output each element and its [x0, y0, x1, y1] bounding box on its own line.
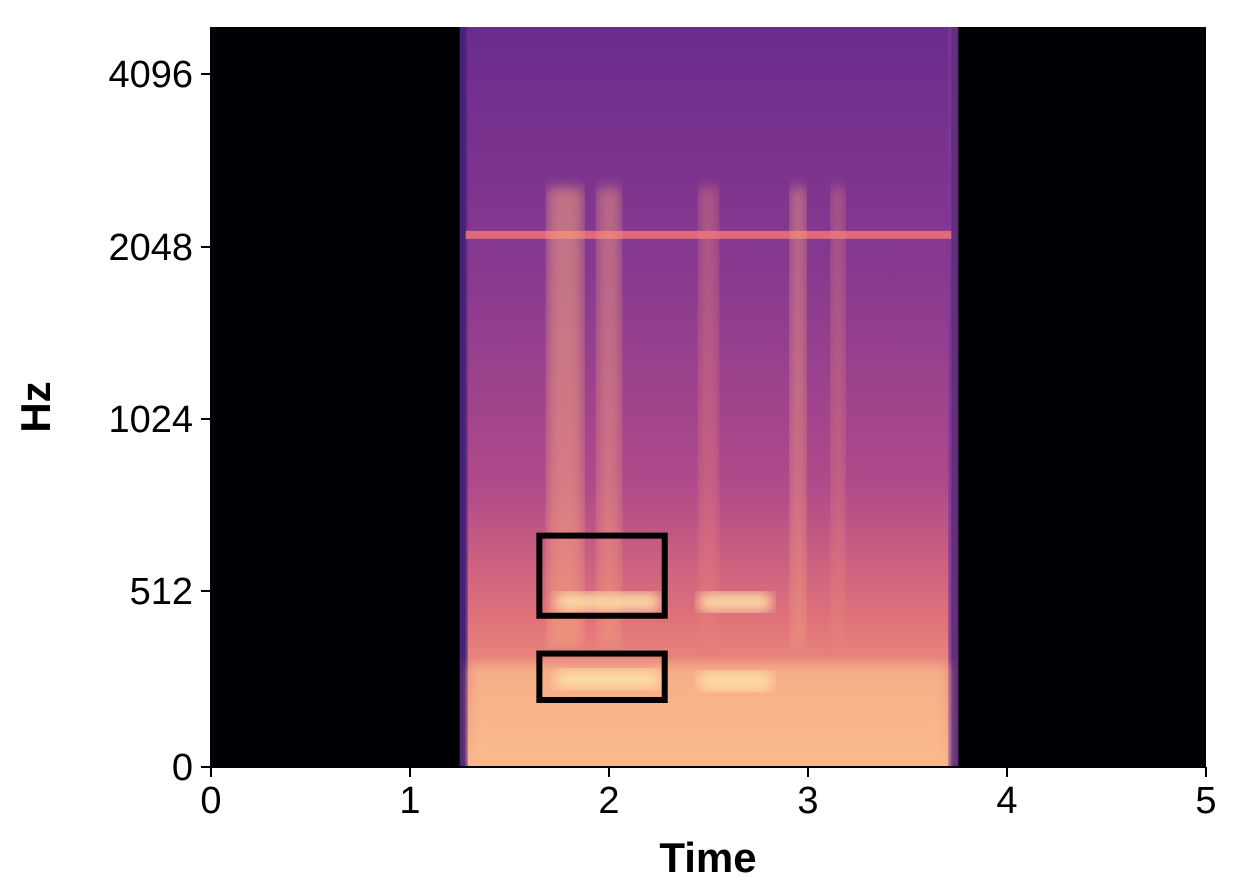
y-tick-label: 0 — [172, 747, 193, 789]
energy-column — [790, 187, 807, 647]
annotation-layer — [536, 532, 668, 703]
y-tick-label: 4096 — [108, 54, 193, 96]
axes: 0 1 2 3 4 5 0 512 1024 2048 4096 — [108, 27, 1217, 822]
annotation-rectangle — [536, 650, 668, 703]
x-tick-label: 1 — [399, 780, 420, 822]
x-axis-label: Time — [659, 834, 756, 881]
energy-column — [597, 187, 621, 647]
signal-right-edge — [948, 27, 959, 767]
harmonic-band — [555, 669, 661, 690]
y-tick-label: 512 — [130, 571, 193, 613]
energy-column — [547, 187, 584, 647]
x-tick-label: 4 — [996, 780, 1017, 822]
y-axis-label: Hz — [12, 381, 59, 432]
y-tick-label: 1024 — [108, 399, 193, 441]
spectrogram-signal — [459, 27, 959, 767]
x-tick-label: 0 — [200, 780, 221, 822]
harmonic-band — [698, 592, 773, 612]
annotation-rectangle — [536, 532, 668, 619]
energy-column — [698, 187, 719, 647]
y-tick-label: 2048 — [108, 227, 193, 269]
energy-column — [830, 187, 845, 647]
x-tick-label: 2 — [598, 780, 619, 822]
x-tick-label: 3 — [797, 780, 818, 822]
harmonic-band — [555, 592, 661, 612]
x-tick-label: 5 — [1195, 780, 1216, 822]
signal-left-edge — [459, 27, 468, 767]
harmonic-band — [698, 671, 773, 692]
